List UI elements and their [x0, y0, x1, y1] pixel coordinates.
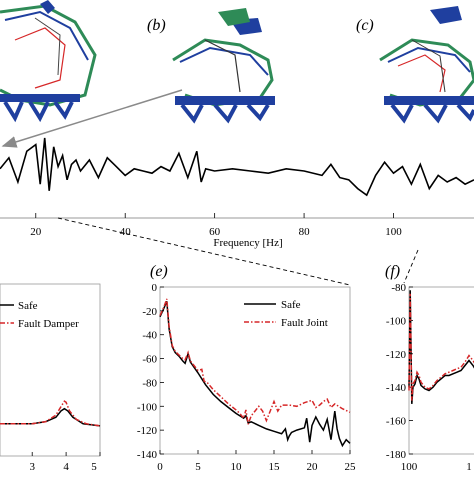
panel-d-fault-line: [0, 400, 101, 427]
panel-f-safe-line: [408, 290, 474, 404]
panel-e-y-tick-label: -60: [142, 354, 157, 366]
panel-f-y-tick-label: -160: [386, 416, 407, 428]
panel-d-x-tick-label: 5: [91, 461, 97, 473]
structure-model-b-icon: [172, 8, 275, 124]
top-x-tick-label: 100: [385, 226, 402, 238]
panel-e-y-tick-label: -40: [142, 330, 157, 342]
panel-e-fault-line: [159, 298, 351, 425]
top-xlabel: Frequency [Hz]: [213, 237, 282, 249]
panel-d-legend-safe: Safe: [18, 300, 38, 312]
panel-e-x-tick-label: 20: [307, 461, 319, 473]
panel-e-legend-fault: Fault Joint: [281, 317, 328, 329]
panel-f-x-tick-label: 100: [401, 461, 418, 473]
panel-f-y-tick-label: -80: [391, 282, 406, 294]
connector-arrow: [1, 89, 183, 148]
top-x-tick-label: 40: [120, 226, 132, 238]
panel-e-x-tick-label: 10: [231, 461, 243, 473]
structure-model-a-icon: [0, 0, 97, 123]
zoom-line-f: [403, 249, 419, 284]
top-x-tick-label: 20: [30, 226, 42, 238]
panel-label-f: (f): [385, 263, 400, 280]
panel-f-x-tick-label: 1: [466, 461, 472, 473]
panel-d: 3 4 5 Safe Fault Damper: [0, 283, 101, 473]
panel-f-y-tick-label: -180: [386, 449, 407, 461]
structure-model-c-icon: [379, 6, 474, 124]
top-x-tick-label: 60: [209, 226, 221, 238]
panel-d-x-tick-label: 3: [29, 461, 35, 473]
zoom-line-e: [57, 217, 351, 286]
panel-f-y-tick-label: -120: [386, 349, 407, 361]
top-x-tick-label: 80: [299, 226, 311, 238]
panel-f-fault-line: [408, 293, 474, 401]
panel-e-safe-line: [159, 301, 351, 448]
panel-e-x-tick-label: 5: [195, 461, 201, 473]
panel-label-c: (c): [356, 17, 374, 34]
panel-e-x-tick-label: 15: [269, 461, 281, 473]
top-frf-line: [0, 137, 474, 197]
panel-label-b: (b): [147, 17, 166, 34]
panel-e-x-tick-label: 0: [157, 461, 163, 473]
panel-e-y-tick-label: -20: [142, 306, 157, 318]
panel-d-x-tick-label: 4: [63, 461, 69, 473]
top-frf-chart: 20 40 60 80 100 Frequency [Hz]: [0, 137, 474, 249]
panel-label-e: (e): [150, 263, 168, 280]
panel-e-x-tick-label: 25: [345, 461, 357, 473]
panel-e-y-tick-label: -120: [137, 425, 158, 437]
panel-e-y-tick-label: 0: [152, 282, 158, 294]
panel-d-frame: [0, 283, 101, 457]
panel-e-y-tick-label: -100: [137, 401, 158, 413]
panel-e-frame: [159, 286, 351, 455]
panel-d-legend-fault: Fault Damper: [18, 318, 79, 330]
panel-f-y-tick-label: -140: [386, 382, 407, 394]
panel-e-legend-safe: Safe: [281, 299, 301, 311]
panel-f-y-tick-label: -100: [386, 315, 407, 327]
panel-e-y-tick-label: -140: [137, 449, 158, 461]
panel-e-y-tick-label: -80: [142, 377, 157, 389]
panel-f-frame: [408, 286, 474, 455]
